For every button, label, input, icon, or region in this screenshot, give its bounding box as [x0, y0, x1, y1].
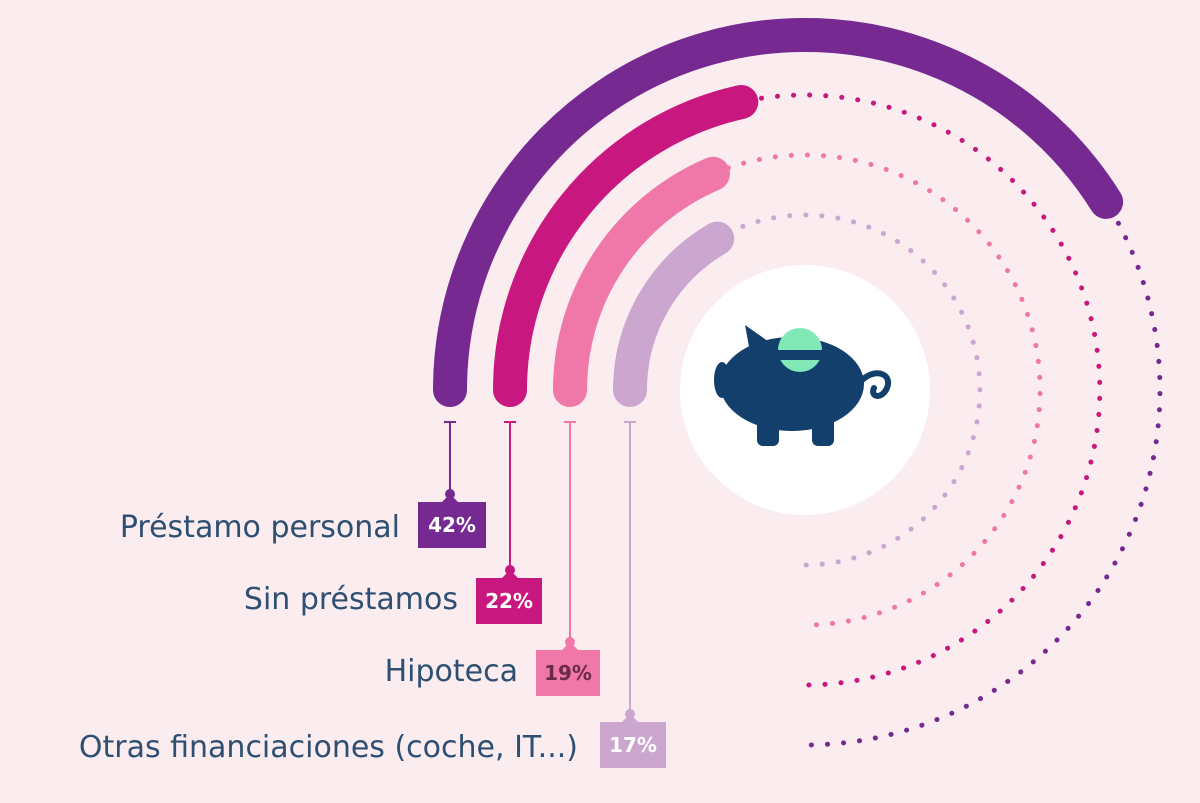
remainder-dots	[759, 92, 1103, 688]
remainder-dots	[802, 220, 1163, 748]
category-label: Sin préstamos	[243, 582, 458, 617]
value-badge: 19%	[536, 650, 600, 696]
value-badge: 42%	[418, 502, 486, 548]
leader-lines	[441, 421, 639, 723]
remainder-dots	[725, 152, 1043, 628]
remainder-dots	[725, 92, 1163, 748]
category-label: Hipoteca	[384, 654, 518, 689]
badge-pointer	[561, 642, 579, 651]
value-arc	[493, 85, 759, 407]
value-badge: 22%	[476, 578, 542, 624]
badge-pointer	[441, 494, 459, 503]
value-arc	[433, 17, 1124, 407]
category-label: Préstamo personal	[119, 510, 400, 545]
value-arc	[613, 221, 735, 407]
value-arc	[553, 156, 730, 407]
badge-pointer	[621, 714, 639, 723]
value-badge: 17%	[600, 722, 666, 768]
badge-pointer	[501, 570, 519, 579]
remainder-dots	[725, 212, 983, 568]
category-label: Otras financiaciones (coche, IT...)	[78, 730, 578, 765]
piggy-bank-icon	[714, 325, 891, 446]
value-arcs	[433, 17, 1124, 407]
